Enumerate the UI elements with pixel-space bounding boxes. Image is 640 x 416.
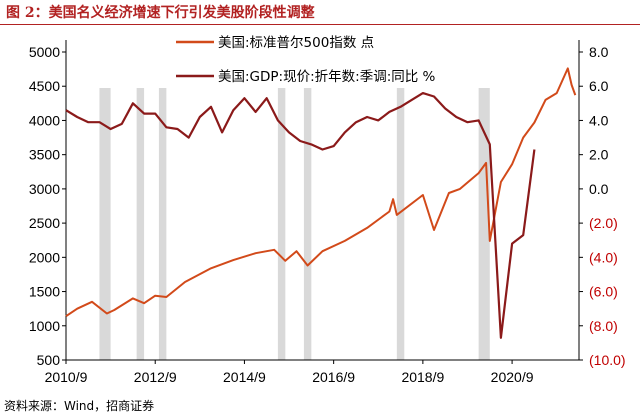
shaded-period-1 [136, 88, 145, 360]
source-note: 资料来源：Wind，招商证券 [4, 399, 155, 413]
left-tick-label-9: 5000 [29, 44, 60, 60]
right-tick-label-9: 8.0 [589, 44, 609, 60]
shaded-period-6 [478, 88, 490, 360]
right-tick-label-0: (10.0) [589, 352, 626, 368]
legend: 美国:标准普尔500指数 点美国:GDP:现价:折年数:季调:同比 % [176, 35, 436, 85]
axes [65, 40, 580, 361]
shaded-period-2 [158, 88, 167, 360]
x-tick-label-2: 2014/9 [223, 369, 266, 385]
x-tick-label-3: 2016/9 [312, 369, 355, 385]
x-tick-label-0: 2010/9 [45, 369, 88, 385]
shaded-period-0 [99, 88, 111, 360]
x-tick-label-1: 2012/9 [134, 369, 177, 385]
shaded-period-5 [396, 88, 405, 360]
left-tick-label-4: 2500 [29, 215, 60, 231]
left-tick-label-1: 1000 [29, 318, 60, 334]
right-tick-label-8: 6.0 [589, 78, 609, 94]
right-tick-label-4: (2.0) [589, 215, 618, 231]
shaded-period-3 [277, 88, 286, 360]
shaded-period-4 [303, 88, 312, 360]
right-tick-label-2: (6.0) [589, 284, 618, 300]
right-tick-label-3: (4.0) [589, 249, 618, 265]
left-tick-label-2: 1500 [29, 284, 60, 300]
chart: 500100015002000250030003500400045005000 … [29, 35, 626, 385]
left-tick-label-6: 3500 [29, 147, 60, 163]
left-tick-label-8: 4500 [29, 78, 60, 94]
x-tick-label-5: 2020/9 [491, 369, 534, 385]
left-tick-label-5: 3000 [29, 181, 60, 197]
shaded-periods [99, 88, 490, 360]
right-tick-label-6: 2.0 [589, 147, 609, 163]
right-axis-ticks: (10.0) (8.0) (6.0) (4.0) (2.0) 0.0 2.0 4.0 6.0 8.… [579, 44, 626, 368]
left-tick-label-0: 500 [37, 352, 61, 368]
legend-label-0: 美国:标准普尔500指数 点 [218, 35, 374, 51]
left-tick-label-3: 2000 [29, 249, 60, 265]
right-tick-label-5: 0.0 [589, 181, 609, 197]
left-tick-label-7: 4000 [29, 112, 60, 128]
series-lines [65, 67, 577, 339]
legend-label-1: 美国:GDP:现价:折年数:季调:同比 % [218, 69, 436, 85]
figure-title: 图 2：美国名义经济增速下行引发美股阶段性调整 [6, 5, 315, 21]
series-line-0 [65, 67, 577, 318]
right-tick-label-1: (8.0) [589, 318, 618, 334]
right-tick-label-7: 4.0 [589, 112, 609, 128]
x-axis-ticks: 2010/9 2012/9 2014/9 2016/9 2018/9 2020/9 [45, 360, 534, 385]
series-line-1 [65, 91, 536, 339]
left-axis-ticks: 500 1000 1500 2000 2500 3000 3500 4000 4500 5000 [29, 44, 66, 368]
x-tick-label-4: 2018/9 [401, 369, 444, 385]
title-divider [0, 24, 640, 25]
